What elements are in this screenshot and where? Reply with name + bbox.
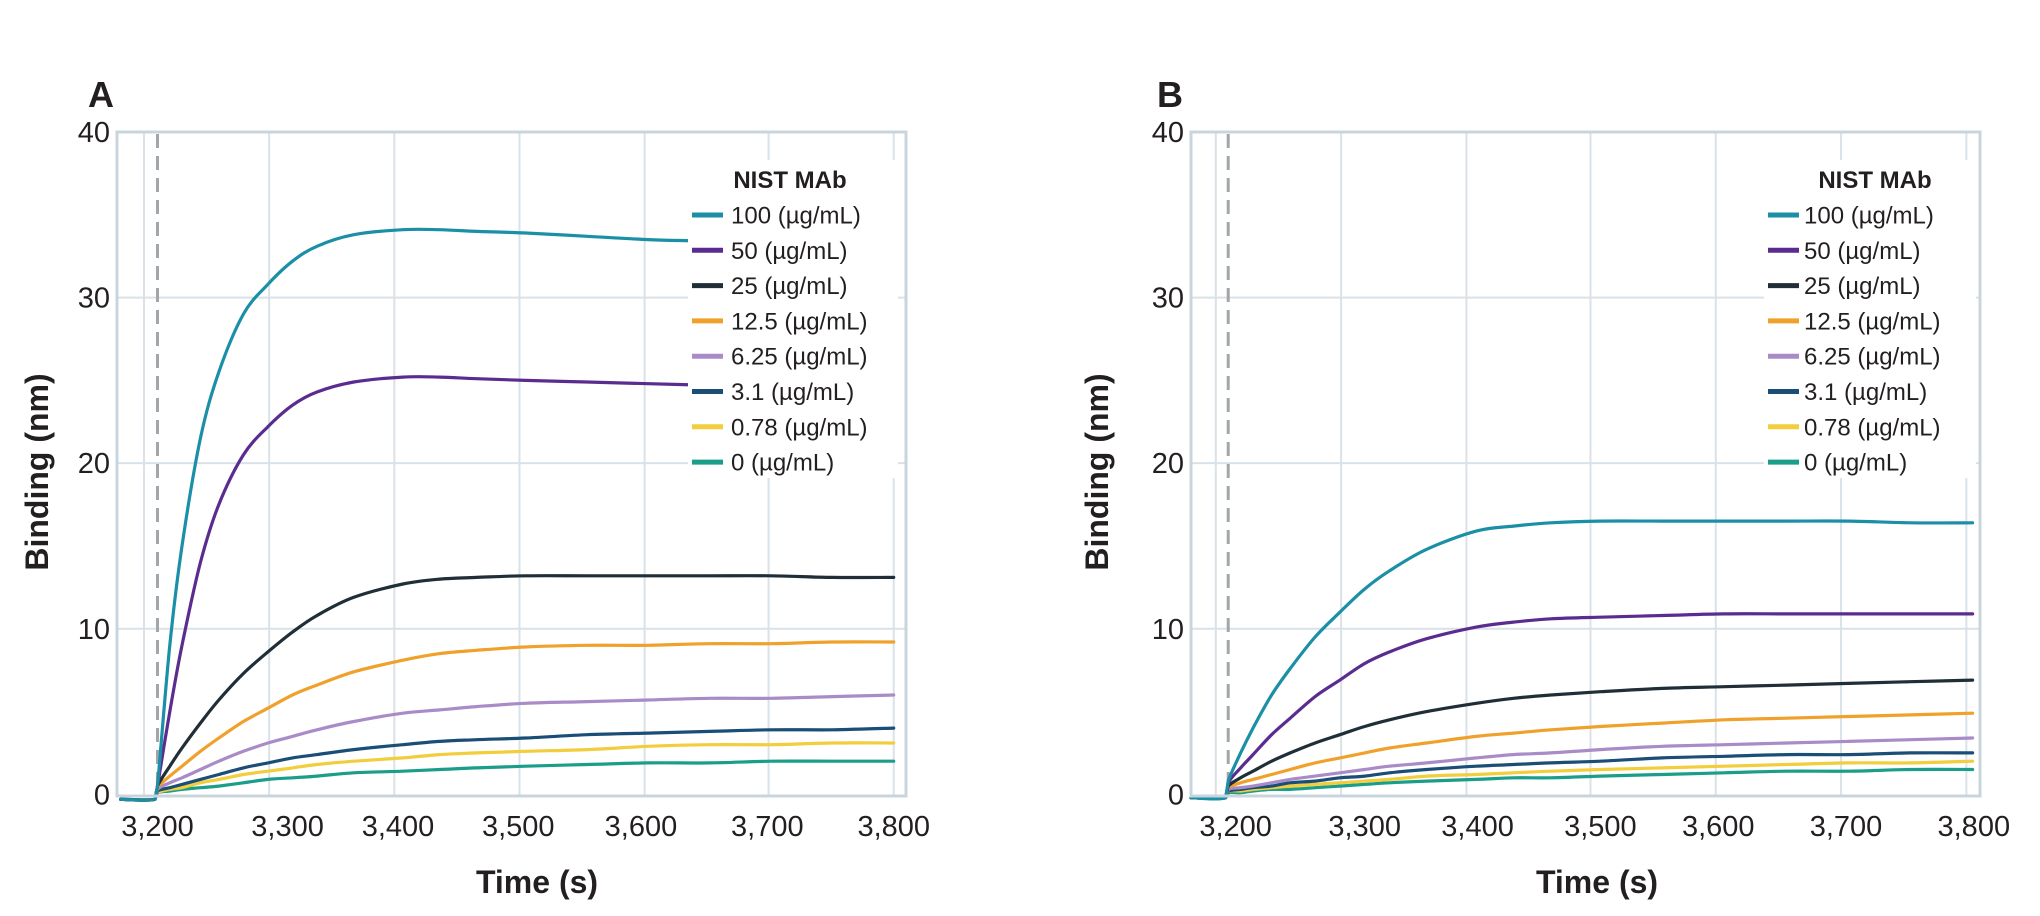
- x-tick-label: 3,600: [1682, 811, 1755, 843]
- x-tick-label: 3,300: [251, 811, 324, 843]
- series-line-a-6: [119, 741, 896, 802]
- series-line-b-6: [1189, 759, 1975, 800]
- series-line-a-7: [119, 759, 896, 802]
- plot-frame-a: [115, 130, 908, 798]
- y-axis-title-b: Binding (nm): [1079, 373, 1115, 570]
- y-tick-label: 20: [78, 448, 110, 480]
- y-tick-labels-a: 0 10 20 30 40: [78, 117, 110, 811]
- series-line-b-2: [1189, 678, 1975, 801]
- y-tick-label: 10: [1152, 614, 1184, 646]
- panel-label-b: B: [1157, 74, 1183, 115]
- legend-label: 25 (µg/mL): [1804, 273, 1921, 300]
- x-tick-label: 3,400: [1441, 811, 1514, 843]
- series-line-b-0: [1189, 519, 1975, 801]
- legend-label: 0 (µg/mL): [731, 450, 834, 477]
- legend-title: NIST MAb: [1818, 167, 1931, 194]
- panel-b: B 3,200 3,300 3,400 3,500 3,600 3,700 3,800 0 1…: [1079, 74, 2010, 900]
- legend-background: [1764, 160, 1976, 478]
- series-line-a-1: [119, 375, 896, 802]
- x-tick-label: 3,500: [482, 811, 555, 843]
- series-line-b-7: [1189, 767, 1975, 800]
- x-axis-title-b: Time (s): [1536, 864, 1658, 900]
- series-line-a-0: [119, 227, 896, 802]
- legend-label: 0.78 (µg/mL): [1804, 414, 1941, 441]
- series-line-b-4: [1189, 736, 1975, 800]
- legend-title: NIST MAb: [733, 167, 846, 194]
- legend-label: 6.25 (µg/mL): [731, 344, 868, 371]
- legend-label: 0.78 (µg/mL): [731, 414, 868, 441]
- y-tick-label: 0: [1168, 779, 1184, 811]
- y-tick-label: 40: [78, 117, 110, 149]
- legend-label: 12.5 (µg/mL): [731, 308, 868, 335]
- legend-label: 6.25 (µg/mL): [1804, 344, 1941, 371]
- legend-b: NIST MAb 100 (µg/mL) 50 (µg/mL) 25 (µg/mL) 1…: [1764, 160, 1976, 478]
- series-line-a-2: [119, 574, 896, 802]
- legend-a: NIST MAb 100 (µg/mL) 50 (µg/mL) 25 (µg/mL) 1…: [688, 160, 898, 478]
- x-tick-label: 3,700: [1810, 811, 1883, 843]
- y-tick-label: 30: [78, 283, 110, 315]
- series-line-a-5: [119, 726, 896, 802]
- plot-frame-b: [1189, 130, 1982, 798]
- y-axis-title-a: Binding (nm): [19, 373, 55, 570]
- series-line-a-3: [119, 640, 896, 802]
- series-line-a-4: [119, 693, 896, 802]
- y-tick-label: 0: [94, 779, 110, 811]
- x-tick-label: 3,200: [121, 811, 194, 843]
- series-line-b-3: [1189, 711, 1975, 801]
- legend-label: 3.1 (µg/mL): [731, 379, 854, 406]
- legend-label: 12.5 (µg/mL): [1804, 308, 1941, 335]
- x-axis-title-a: Time (s): [476, 864, 598, 900]
- legend-label: 100 (µg/mL): [731, 203, 861, 230]
- x-tick-label: 3,300: [1328, 811, 1401, 843]
- legend-label: 0 (µg/mL): [1804, 450, 1907, 477]
- panel-a: A 3,200 3,300 3,400 3,500 3,600 3,700 3,800 0 1…: [19, 74, 930, 900]
- curves-a: [119, 227, 896, 802]
- legend-label: 50 (µg/mL): [1804, 238, 1921, 265]
- x-tick-label: 3,200: [1199, 811, 1272, 843]
- x-tick-label: 3,800: [857, 811, 930, 843]
- x-tick-label: 3,400: [362, 811, 435, 843]
- x-tick-label: 3,500: [1564, 811, 1637, 843]
- series-line-b-1: [1189, 612, 1975, 801]
- y-tick-label: 20: [1152, 448, 1184, 480]
- x-tick-label: 3,600: [605, 811, 678, 843]
- panel-label-a: A: [88, 74, 114, 115]
- legend-label: 100 (µg/mL): [1804, 203, 1934, 230]
- x-tick-labels-a: 3,200 3,300 3,400 3,500 3,600 3,700 3,800: [121, 811, 930, 843]
- x-tick-label: 3,700: [731, 811, 804, 843]
- legend-label: 25 (µg/mL): [731, 273, 848, 300]
- x-tick-label: 3,800: [1938, 811, 2011, 843]
- legend-label: 3.1 (µg/mL): [1804, 379, 1927, 406]
- y-tick-label: 30: [1152, 283, 1184, 315]
- curves-b: [1189, 519, 1975, 801]
- x-tick-labels-b: 3,200 3,300 3,400 3,500 3,600 3,700 3,800: [1199, 811, 2010, 843]
- y-tick-labels-b: 0 10 20 30 40: [1152, 117, 1184, 811]
- legend-label: 50 (µg/mL): [731, 238, 848, 265]
- y-tick-label: 40: [1152, 117, 1184, 149]
- y-tick-label: 10: [78, 614, 110, 646]
